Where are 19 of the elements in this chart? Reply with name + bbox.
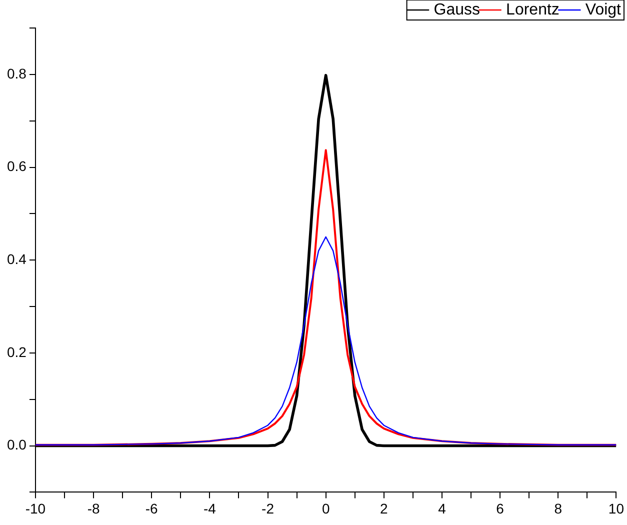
x-tick-label: -10 xyxy=(25,500,46,516)
y-tick-label: 0.0 xyxy=(6,436,27,453)
x-tick-label: -8 xyxy=(87,500,100,516)
y-tick-label: 0.2 xyxy=(6,344,27,360)
y-tick-label: 0.6 xyxy=(6,158,27,174)
x-tick-label: 10 xyxy=(608,500,624,516)
x-tick-label: 6 xyxy=(496,500,504,516)
x-tick-label: 2 xyxy=(380,500,388,516)
y-tick-label: 0.4 xyxy=(6,250,27,267)
legend-label: Voigt xyxy=(585,1,622,18)
legend-label: Gauss xyxy=(434,1,480,18)
y-tick-label: 0.8 xyxy=(6,65,27,82)
x-tick-label: -6 xyxy=(145,500,158,516)
x-tick-label: -2 xyxy=(262,500,274,516)
x-tick-label: 4 xyxy=(438,500,446,516)
x-tick-label: 0 xyxy=(322,500,330,516)
x-tick-label: -4 xyxy=(203,500,216,516)
legend-label: Lorentz xyxy=(506,1,560,18)
x-tick-label: 8 xyxy=(554,500,562,516)
